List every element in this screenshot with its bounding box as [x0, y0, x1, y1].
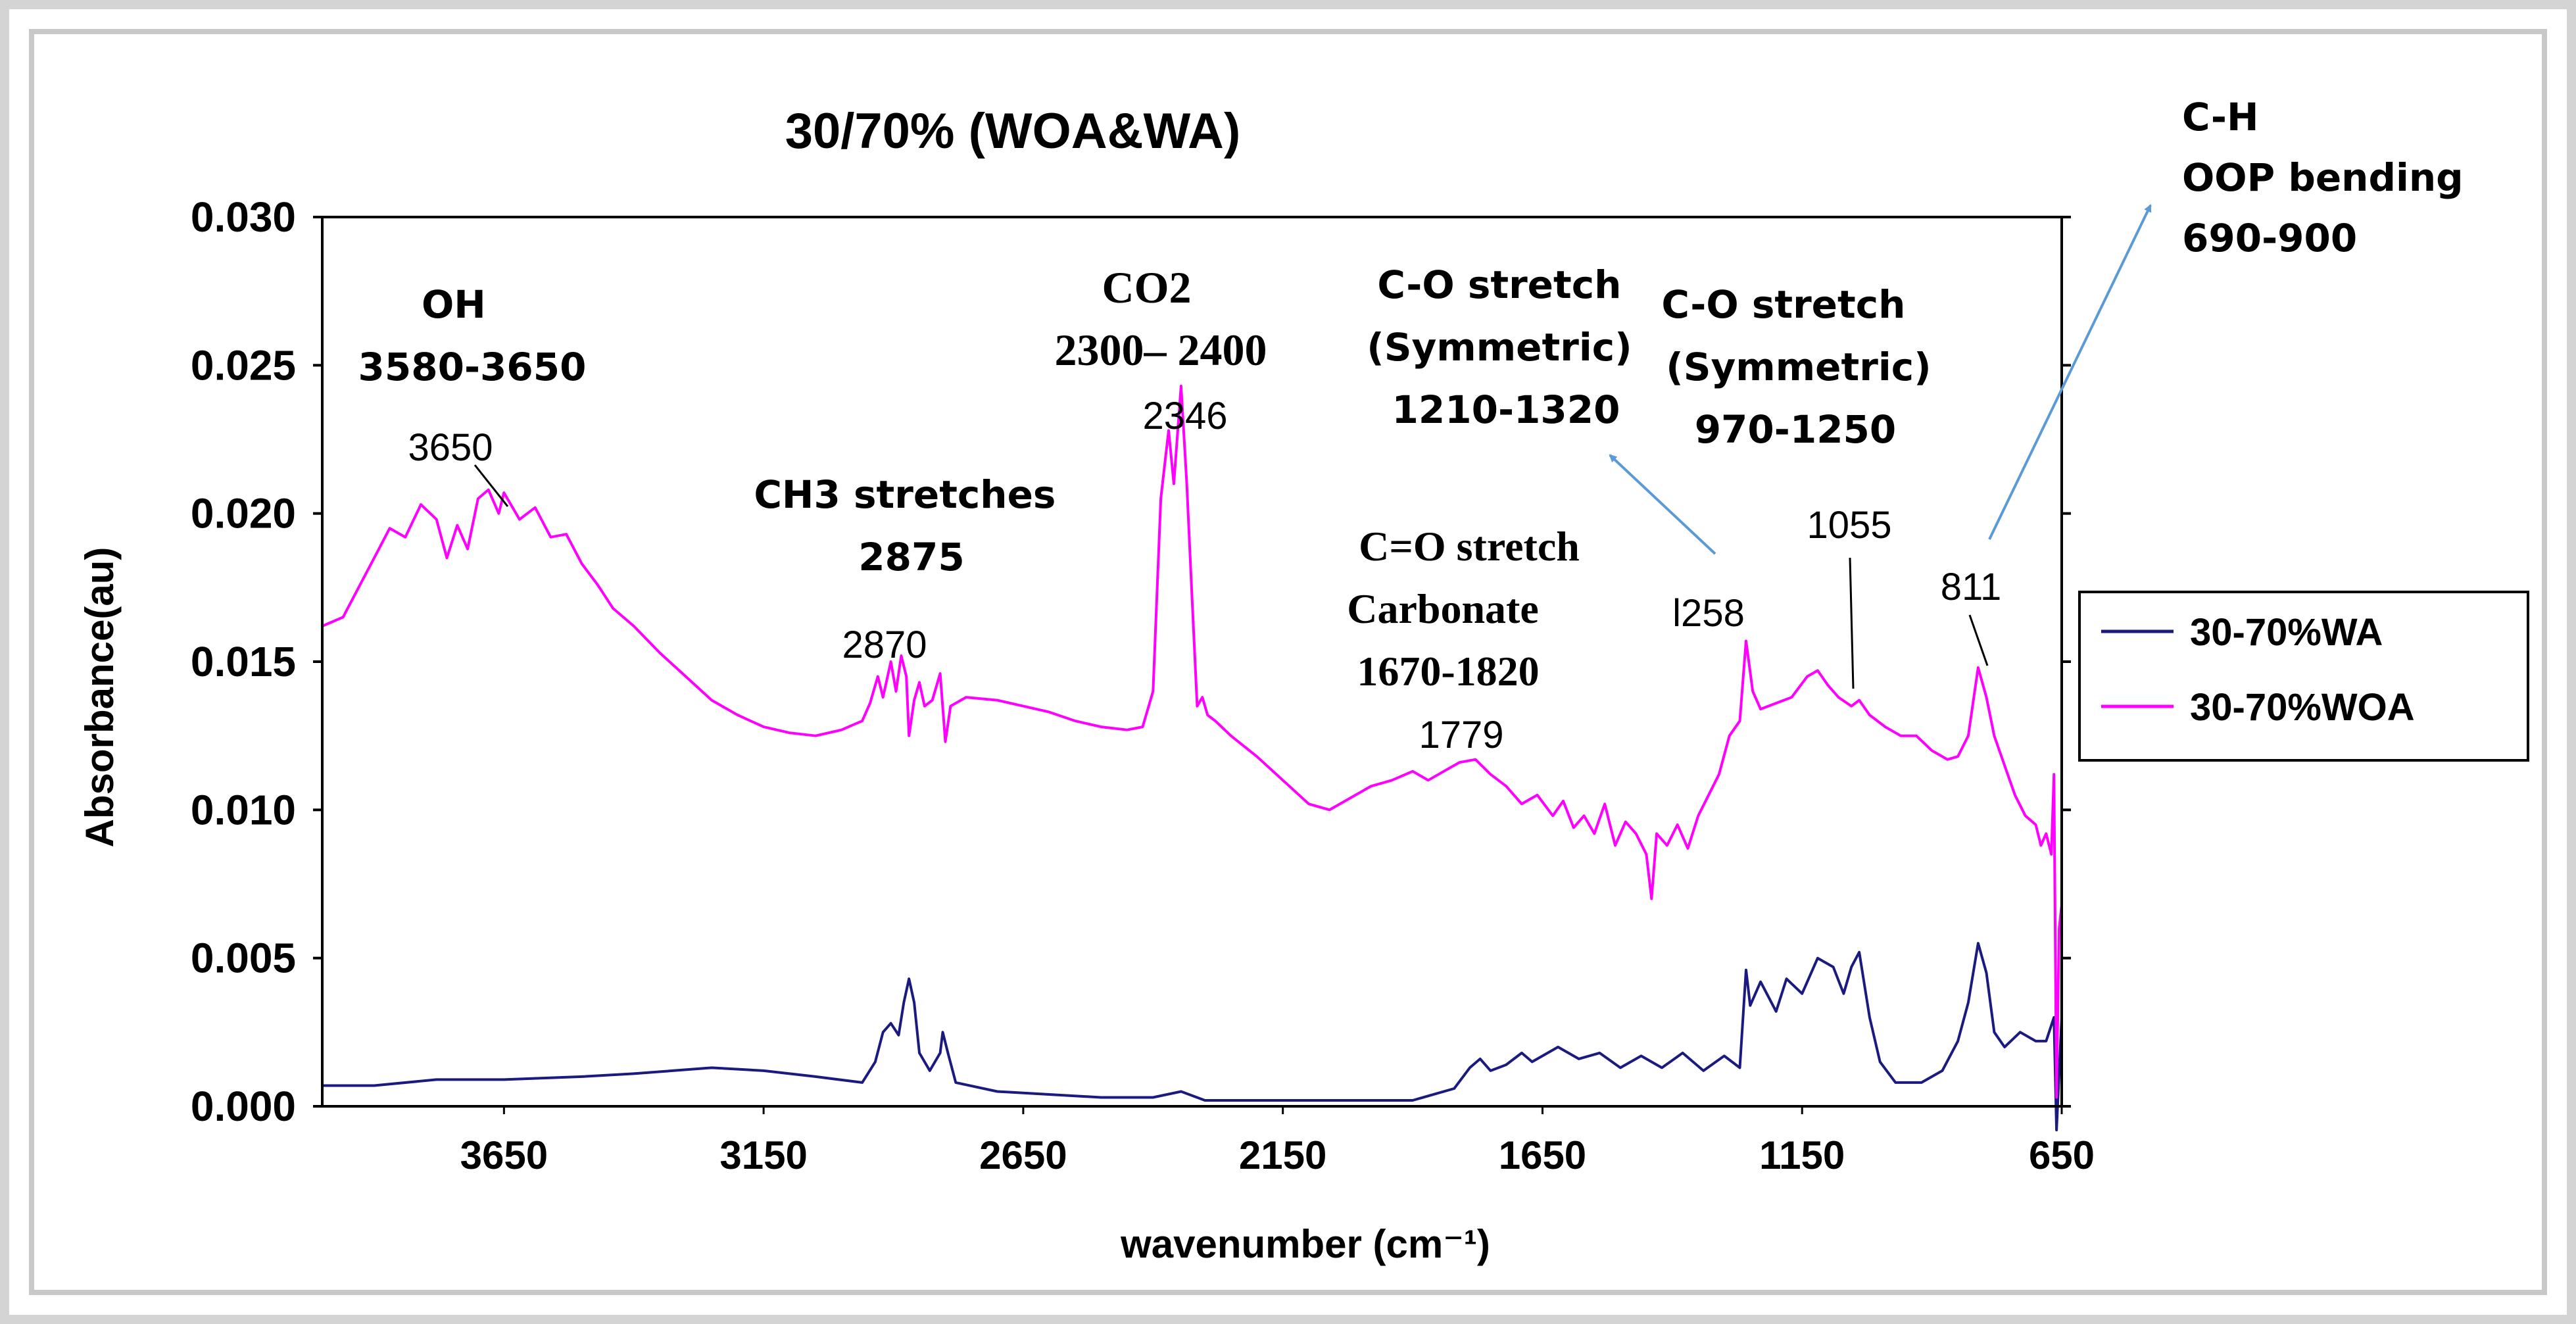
inner-frame — [29, 29, 2547, 1295]
y-tick-label: 0.000 — [191, 1083, 296, 1130]
arrow-c-h-bending — [1988, 204, 2152, 540]
legend: 30-70%WA 30-70%WOA — [2078, 591, 2529, 762]
annotation-811: 811 — [1941, 566, 2001, 608]
y-tick-label: 0.005 — [191, 935, 296, 982]
annotation-oh-line-2: 3580-3650 — [358, 345, 587, 389]
y-axis-label: Absorbance(au) — [78, 547, 122, 848]
annotation-coc: C=O stretch Carbonate 1670-1820 — [1347, 523, 1590, 695]
pointer-811 — [1968, 614, 1989, 666]
annotation-cos1-line-2: (Symmetric) — [1367, 325, 1632, 370]
chart-title: 30/70% (WOA&WA) — [785, 103, 1241, 159]
annotation-oh-line-1: OH — [422, 282, 486, 327]
y-tick-label: 0.030 — [191, 193, 296, 241]
annotation-cos2: C-O stretch (Symmetric) 970-1250 — [1661, 282, 1944, 452]
x-tick-label: 1650 — [1499, 1133, 1586, 1177]
x-tick-label: 650 — [2029, 1133, 2095, 1177]
annotation-co2: CO2 2300– 2400 — [1055, 262, 1267, 375]
annotation-1779: 1779 — [1419, 714, 1503, 756]
annotation-coc-line-2: Carbonate — [1347, 585, 1539, 632]
annotation-1055: 1055 — [1807, 504, 1891, 547]
x-axis-tick-labels: 3650 3150 2650 2150 1650 1150 650 — [460, 1106, 2095, 1177]
series-line-wa — [322, 942, 2063, 1132]
annotation-cos2-line-2: (Symmetric) — [1666, 345, 1931, 389]
plot-frame — [321, 216, 2063, 1108]
y-tick-label: 0.015 — [191, 638, 296, 685]
annotation-co2-line-2: 2300– 2400 — [1055, 325, 1267, 375]
legend-label-wa: 30-70%WA — [2190, 611, 2383, 654]
annotation-oh: OH 3580-3650 — [358, 282, 587, 389]
annotation-arrows — [1609, 204, 2152, 555]
x-tick-label: 3150 — [719, 1133, 807, 1177]
pointer-1055 — [1849, 557, 1855, 689]
annotation-cos1: C-O stretch (Symmetric) 1210-1320 — [1367, 262, 1645, 432]
annotation-cos1-line-1: C-O stretch — [1377, 262, 1621, 307]
annotation-ch: C-H OOP bending 690-900 — [2182, 95, 2477, 260]
annotation-ch-line-2: OOP bending — [2182, 155, 2464, 200]
legend-label-woa: 30-70%WOA — [2190, 686, 2415, 729]
y-tick-label: 0.010 — [191, 786, 296, 833]
annotation-ch-line-3: 690-900 — [2182, 216, 2357, 260]
y-axis-tick-labels: 0.000 0.005 0.010 0.015 0.020 0.025 0.030 — [191, 193, 296, 1130]
y-axis-ticks — [313, 216, 322, 1108]
arrow-c-o-stretch — [1609, 454, 1716, 555]
annotation-1258: l258 — [1672, 592, 1745, 635]
annotation-coc-line-1: C=O stretch — [1359, 523, 1580, 570]
annotations: OH 3580-3650 3650 CH3 stretches 2875 287… — [358, 95, 2477, 756]
annotation-ch3-line-1: CH3 stretches — [754, 472, 1056, 517]
annotation-ch3: CH3 stretches 2875 — [754, 472, 1069, 579]
pointer-3650 — [474, 464, 509, 507]
y-tick-label: 0.020 — [191, 490, 296, 537]
annotation-2346: 2346 — [1142, 395, 1227, 437]
annotation-cos1-line-3: 1210-1320 — [1392, 387, 1620, 432]
x-tick-label: 3650 — [460, 1133, 548, 1177]
series-line-woa — [322, 384, 2063, 1099]
y-tick-label: 0.025 — [191, 341, 296, 389]
legend-box — [2078, 591, 2529, 762]
annotation-cos2-line-3: 970-1250 — [1695, 407, 1897, 452]
annotation-coc-line-3: 1670-1820 — [1357, 648, 1539, 695]
annotation-3650: 3650 — [408, 426, 493, 469]
annotation-ch3-line-2: 2875 — [858, 535, 964, 579]
x-axis-label: wavenumber (cm⁻¹) — [1120, 1222, 1490, 1266]
x-tick-label: 2650 — [979, 1133, 1067, 1177]
series-layer — [322, 384, 2063, 1132]
annotation-pointers — [474, 464, 1989, 689]
x-tick-label: 1150 — [1759, 1133, 1845, 1177]
annotation-ch-line-1: C-H — [2182, 95, 2259, 139]
right-axis-ticks — [2062, 216, 2071, 1108]
annotation-2870: 2870 — [842, 624, 927, 666]
x-tick-label: 2150 — [1239, 1133, 1326, 1177]
annotation-cos2-line-1: C-O stretch — [1661, 282, 1905, 327]
annotation-co2-line-1: CO2 — [1102, 262, 1192, 312]
